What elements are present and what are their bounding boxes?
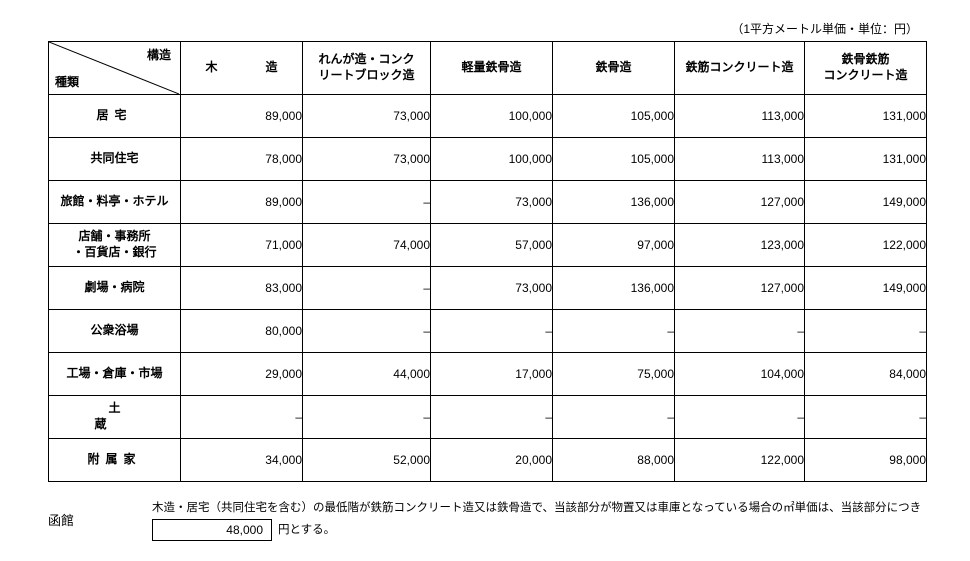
value-cell: 75,000	[553, 353, 675, 396]
value-cell: 123,000	[675, 224, 805, 267]
col-header-0: 木造	[181, 42, 303, 95]
col-header-2: 軽量鉄骨造	[431, 42, 553, 95]
header-top-label: 構造	[147, 46, 171, 63]
table-row: 旅館・料亭・ホテル89,000–73,000136,000127,000149,…	[49, 181, 927, 224]
value-cell: –	[303, 396, 431, 439]
row-label: 店舗・事務所・百貨店・銀行	[49, 224, 181, 267]
value-cell: 113,000	[675, 138, 805, 181]
table-row: 店舗・事務所・百貨店・銀行71,00074,00057,00097,000123…	[49, 224, 927, 267]
value-cell: –	[181, 396, 303, 439]
row-label: 工場・倉庫・市場	[49, 353, 181, 396]
price-table: 構造 種類 木造 れんが造・コンクリートブロック造 軽量鉄骨造 鉄骨造 鉄筋コン…	[48, 41, 927, 482]
value-cell: –	[553, 310, 675, 353]
col-header-1: れんが造・コンクリートブロック造	[303, 42, 431, 95]
header-bottom-label: 種類	[55, 73, 79, 90]
value-cell: 57,000	[431, 224, 553, 267]
table-body: 居宅89,00073,000100,000105,000113,000131,0…	[49, 95, 927, 482]
row-label: 公衆浴場	[49, 310, 181, 353]
value-cell: –	[805, 396, 927, 439]
value-cell: 97,000	[553, 224, 675, 267]
value-cell: 127,000	[675, 181, 805, 224]
value-cell: 122,000	[675, 439, 805, 482]
col-header-4: 鉄筋コンクリート造	[675, 42, 805, 95]
value-cell: –	[553, 396, 675, 439]
value-cell: 89,000	[181, 95, 303, 138]
table-row: 工場・倉庫・市場29,00044,00017,00075,000104,0008…	[49, 353, 927, 396]
value-cell: 131,000	[805, 95, 927, 138]
row-label: 附属家	[49, 439, 181, 482]
row-label: 旅館・料亭・ホテル	[49, 181, 181, 224]
table-row: 公衆浴場80,000–––––	[49, 310, 927, 353]
table-row: 居宅89,00073,000100,000105,000113,000131,0…	[49, 95, 927, 138]
table-row: 劇場・病院83,000–73,000136,000127,000149,000	[49, 267, 927, 310]
value-cell: 34,000	[181, 439, 303, 482]
row-label: 劇場・病院	[49, 267, 181, 310]
value-cell: 73,000	[431, 267, 553, 310]
value-cell: 105,000	[553, 95, 675, 138]
value-cell: 71,000	[181, 224, 303, 267]
value-cell: 29,000	[181, 353, 303, 396]
value-cell: 84,000	[805, 353, 927, 396]
value-cell: –	[675, 310, 805, 353]
value-cell: 74,000	[303, 224, 431, 267]
footnote-text: 木造・居宅（共同住宅を含む）の最低階が鉄筋コンクリート造又は鉄骨造で、当該部分が…	[152, 500, 922, 517]
col-header-3: 鉄骨造	[553, 42, 675, 95]
value-cell: 98,000	[805, 439, 927, 482]
diagonal-header: 構造 種類	[49, 42, 179, 94]
value-cell: –	[303, 310, 431, 353]
value-cell: 83,000	[181, 267, 303, 310]
table-row: 附属家34,00052,00020,00088,000122,00098,000	[49, 439, 927, 482]
value-cell: –	[805, 310, 927, 353]
value-cell: 78,000	[181, 138, 303, 181]
value-cell: 122,000	[805, 224, 927, 267]
value-cell: –	[303, 181, 431, 224]
value-cell: 131,000	[805, 138, 927, 181]
row-label: 土 蔵	[49, 396, 181, 439]
value-cell: 44,000	[303, 353, 431, 396]
value-cell: 17,000	[431, 353, 553, 396]
value-cell: 136,000	[553, 267, 675, 310]
value-cell: 136,000	[553, 181, 675, 224]
col-header-5: 鉄骨鉄筋コンクリート造	[805, 42, 927, 95]
table-header: 構造 種類 木造 れんが造・コンクリートブロック造 軽量鉄骨造 鉄骨造 鉄筋コン…	[49, 42, 927, 95]
table-row: 土 蔵––––––	[49, 396, 927, 439]
value-cell: 73,000	[431, 181, 553, 224]
value-cell: 100,000	[431, 95, 553, 138]
value-cell: 104,000	[675, 353, 805, 396]
unit-note: （1平方メートル単価・単位：円）	[48, 20, 922, 37]
value-cell: 149,000	[805, 267, 927, 310]
value-cell: 100,000	[431, 138, 553, 181]
table-row: 共同住宅78,00073,000100,000105,000113,000131…	[49, 138, 927, 181]
footnote-value-box: 48,000	[152, 519, 272, 541]
row-label: 共同住宅	[49, 138, 181, 181]
value-cell: –	[431, 310, 553, 353]
value-cell: 149,000	[805, 181, 927, 224]
value-cell: 89,000	[181, 181, 303, 224]
value-cell: 127,000	[675, 267, 805, 310]
footnote: 函館 木造・居宅（共同住宅を含む）の最低階が鉄筋コンクリート造又は鉄骨造で、当該…	[48, 500, 922, 541]
value-cell: 80,000	[181, 310, 303, 353]
value-cell: –	[431, 396, 553, 439]
value-cell: 73,000	[303, 138, 431, 181]
row-label: 居宅	[49, 95, 181, 138]
value-cell: –	[303, 267, 431, 310]
value-cell: 52,000	[303, 439, 431, 482]
value-cell: 20,000	[431, 439, 553, 482]
value-cell: –	[675, 396, 805, 439]
footnote-suffix: 円とする。	[278, 522, 335, 539]
value-cell: 105,000	[553, 138, 675, 181]
region-label: 函館	[48, 500, 128, 529]
value-cell: 88,000	[553, 439, 675, 482]
value-cell: 73,000	[303, 95, 431, 138]
value-cell: 113,000	[675, 95, 805, 138]
